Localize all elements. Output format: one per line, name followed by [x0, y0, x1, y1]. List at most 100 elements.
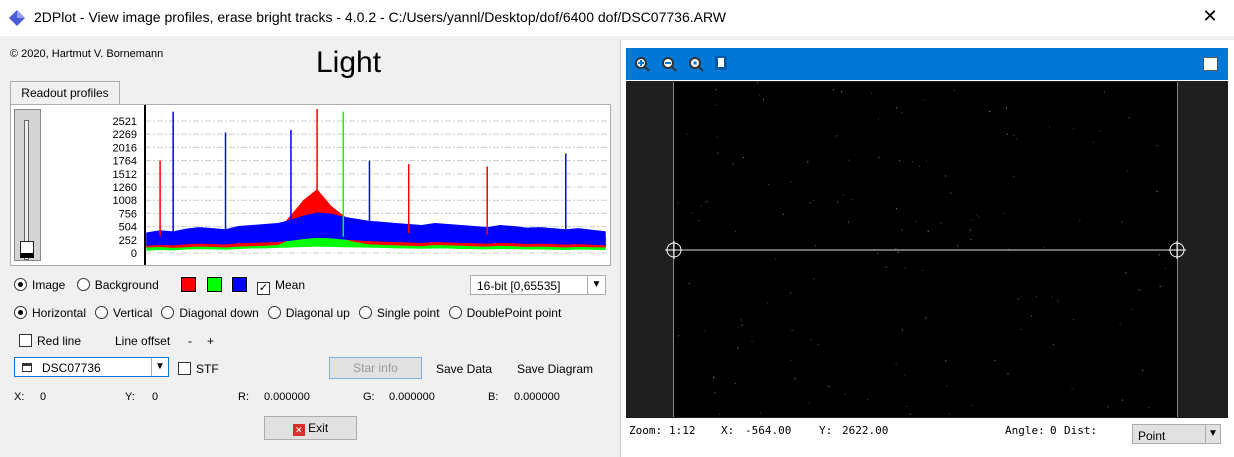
star-dot: [976, 214, 978, 216]
star-dot: [677, 202, 679, 204]
star-dot: [808, 402, 810, 404]
window-icon: [22, 363, 32, 372]
mean-checkbox[interactable]: ✓ Mean: [257, 278, 306, 295]
chevron-down-icon: ▼: [587, 276, 605, 294]
y-tick-label: 2521: [113, 116, 137, 128]
star-dot: [775, 258, 777, 260]
y-tick-label: 1512: [113, 169, 137, 181]
line-offset-plus[interactable]: +: [207, 334, 215, 348]
radio-mode-diagonal-up[interactable]: Diagonal up: [267, 306, 350, 320]
star-dot: [742, 156, 744, 158]
star-dot: [817, 343, 819, 345]
star-dot: [1131, 309, 1133, 311]
zoom-fit-icon[interactable]: [688, 56, 704, 72]
profile-line[interactable]: [664, 240, 1188, 260]
star-dot: [807, 161, 809, 163]
stop-icon[interactable]: [715, 56, 727, 70]
y-tick-label: 2016: [113, 142, 137, 154]
zoom-in-icon[interactable]: [634, 56, 650, 72]
star-dot: [833, 89, 835, 91]
radio-mode-horizontal[interactable]: Horizontal: [14, 306, 86, 320]
stf-checkbox[interactable]: STF: [178, 362, 219, 376]
red-color-swatch[interactable]: [180, 276, 197, 293]
star-dot: [957, 245, 959, 247]
star-dot: [994, 359, 996, 361]
star-dot: [1036, 296, 1038, 298]
save-data-button[interactable]: Save Data: [436, 362, 493, 376]
star-dot: [1049, 126, 1051, 128]
star-dot: [737, 347, 739, 349]
star-dot: [706, 201, 708, 203]
exit-button[interactable]: ✕ Exit: [264, 416, 357, 440]
line-offset-label: Line offset: [115, 334, 171, 348]
viewer-toolbar: [626, 48, 1228, 80]
star-dot: [766, 302, 768, 304]
y-tick-label: 756: [119, 208, 137, 220]
star-dot: [1126, 170, 1128, 172]
save-diagram-button[interactable]: Save Diagram: [517, 362, 594, 376]
star-dot: [716, 136, 718, 138]
bitdepth-select[interactable]: 16-bit [0,65535] ▼: [470, 275, 606, 295]
star-dot: [732, 163, 734, 165]
point-mode-value: Point: [1138, 429, 1166, 443]
star-dot: [1015, 138, 1017, 140]
star-dot: [915, 220, 917, 222]
mode-radios: Horizontal Vertical Diagonal down Diagonal …: [14, 306, 570, 320]
y-tick-label: 1260: [113, 182, 137, 194]
star-dot: [897, 251, 899, 253]
star-dot: [760, 412, 762, 414]
star-dot: [810, 338, 812, 340]
file-select-value: DSC07736: [42, 361, 101, 375]
star-dot: [813, 278, 815, 280]
star-dot: [1051, 296, 1053, 298]
star-dot: [945, 175, 947, 177]
green-color-swatch[interactable]: [206, 276, 223, 293]
bitdepth-value: 16-bit [0,65535]: [477, 279, 561, 293]
radio-background[interactable]: Background: [76, 278, 159, 292]
radio-mode-single-point[interactable]: Single point: [358, 306, 440, 320]
star-dot: [1158, 254, 1160, 256]
blue-color-swatch[interactable]: [231, 276, 248, 293]
radio-image[interactable]: Image: [14, 278, 65, 292]
star-dot: [698, 220, 700, 222]
radio-mode-diagonal-down[interactable]: Diagonal down: [161, 306, 259, 320]
radio-mode-doublepoint-point[interactable]: DoublePoint point: [448, 306, 561, 320]
star-dot: [867, 398, 869, 400]
slider-handle[interactable]: [20, 241, 34, 258]
point-mode-select[interactable]: Point ▼: [1132, 424, 1221, 444]
redline-checkbox[interactable]: Red line: [19, 334, 81, 348]
star-dot: [1007, 373, 1009, 375]
star-dot: [1128, 117, 1130, 119]
y-tick-label: 504: [119, 222, 137, 234]
star-dot: [713, 376, 715, 378]
star-dot: [945, 360, 947, 362]
star-dot: [762, 98, 764, 100]
heading: Light: [316, 46, 382, 79]
star-dot: [815, 245, 817, 247]
star-dot: [940, 223, 942, 225]
star-dot: [970, 239, 972, 241]
star-dot: [1121, 221, 1123, 223]
tab-readout-profiles[interactable]: Readout profiles: [10, 81, 120, 104]
star-dot: [946, 385, 948, 387]
maximize-icon[interactable]: [1203, 57, 1218, 71]
file-select[interactable]: DSC07736 ▼: [14, 357, 169, 377]
star-dot: [1006, 107, 1008, 109]
line-offset-minus[interactable]: -: [188, 334, 192, 348]
close-icon[interactable]: ✕: [1202, 6, 1218, 26]
chevron-down-icon: ▼: [1205, 425, 1220, 443]
star-dot: [791, 329, 793, 331]
line-handle-right: [1168, 241, 1186, 259]
star-dot: [1006, 133, 1008, 135]
star-info-button[interactable]: Star info: [329, 357, 422, 379]
star-dot: [1093, 141, 1095, 143]
radio-mode-vertical[interactable]: Vertical: [95, 306, 152, 320]
star-dot: [1073, 127, 1075, 129]
star-dot: [927, 230, 929, 232]
star-dot: [1099, 130, 1101, 132]
zoom-out-icon[interactable]: [661, 56, 677, 72]
intensity-slider[interactable]: [14, 109, 41, 261]
star-dot: [971, 405, 973, 407]
y-tick-label: 0: [131, 248, 137, 260]
star-dot: [901, 112, 903, 114]
